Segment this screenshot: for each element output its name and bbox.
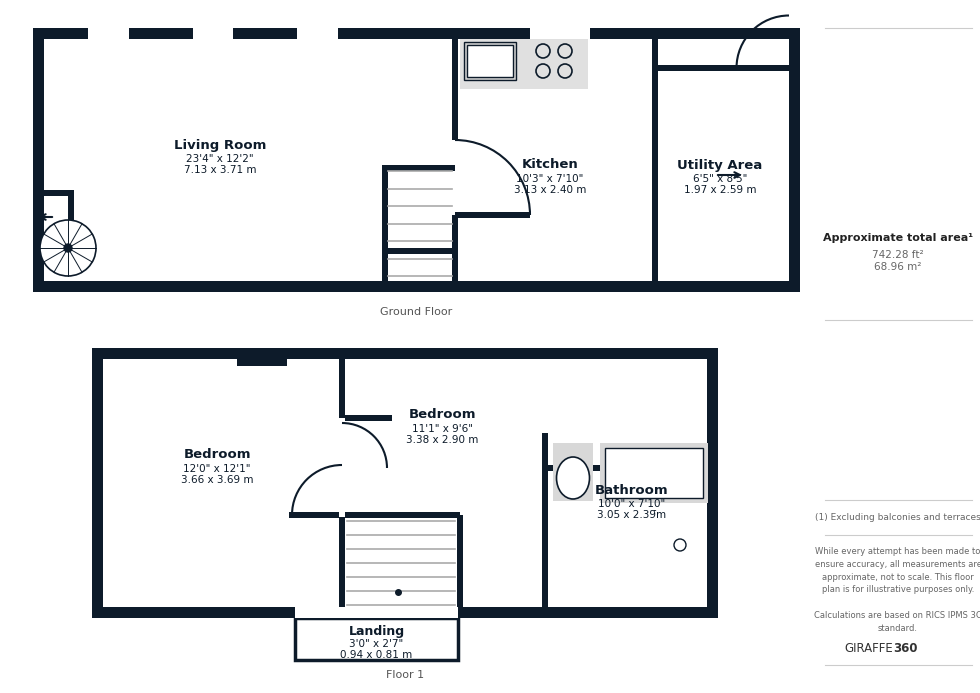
Bar bbox=[289, 512, 342, 518]
Bar bbox=[129, 28, 193, 39]
Wedge shape bbox=[40, 220, 96, 276]
Bar bbox=[33, 28, 800, 292]
Bar bbox=[92, 348, 718, 618]
Bar bbox=[467, 45, 513, 77]
Bar bbox=[342, 512, 460, 518]
Text: 11'1" x 9'6": 11'1" x 9'6" bbox=[412, 424, 472, 434]
Bar bbox=[455, 28, 530, 39]
Text: Bedroom: Bedroom bbox=[409, 408, 475, 421]
Text: Floor 1: Floor 1 bbox=[386, 670, 424, 680]
Bar bbox=[655, 28, 800, 39]
Bar bbox=[590, 28, 655, 39]
Text: 3.05 x 2.39̅m: 3.05 x 2.39̅m bbox=[598, 510, 666, 520]
Text: Approximate total area¹: Approximate total area¹ bbox=[823, 233, 973, 243]
Bar bbox=[385, 248, 455, 254]
Text: 0.94 x 0.81 m: 0.94 x 0.81 m bbox=[340, 650, 413, 660]
Text: 360: 360 bbox=[893, 642, 917, 654]
Bar bbox=[452, 215, 458, 292]
Bar bbox=[553, 443, 593, 501]
Bar bbox=[789, 28, 800, 292]
Bar bbox=[339, 348, 345, 618]
Text: While every attempt has been made to
ensure accuracy, all measurements are
appro: While every attempt has been made to ens… bbox=[814, 547, 980, 633]
Text: (1) Excluding balconies and terraces: (1) Excluding balconies and terraces bbox=[815, 514, 980, 523]
Text: Utility Area: Utility Area bbox=[677, 159, 762, 171]
Text: 68.96 m²: 68.96 m² bbox=[874, 262, 921, 272]
Bar bbox=[457, 515, 463, 618]
Bar bbox=[287, 348, 718, 359]
Bar bbox=[382, 165, 388, 292]
Bar bbox=[545, 465, 707, 471]
Bar bbox=[295, 607, 458, 618]
Ellipse shape bbox=[557, 457, 590, 499]
Bar bbox=[464, 42, 516, 80]
Bar bbox=[233, 28, 297, 39]
Bar bbox=[342, 415, 392, 421]
Bar bbox=[68, 190, 74, 245]
Bar bbox=[33, 281, 800, 292]
Text: 12'0" x 12'1": 12'0" x 12'1" bbox=[183, 464, 251, 474]
Bar bbox=[460, 39, 588, 89]
Text: 3'0" x 2'7": 3'0" x 2'7" bbox=[350, 639, 404, 649]
Text: 1.97 x 2.59 m: 1.97 x 2.59 m bbox=[684, 185, 757, 195]
Text: Ground Floor: Ground Floor bbox=[380, 307, 453, 317]
Bar bbox=[295, 618, 458, 660]
Text: GIRAFFE: GIRAFFE bbox=[844, 642, 893, 654]
Bar bbox=[92, 607, 718, 618]
Text: 742.28 ft²: 742.28 ft² bbox=[872, 250, 924, 260]
Bar bbox=[652, 28, 658, 292]
Bar bbox=[600, 443, 708, 503]
Bar bbox=[385, 165, 455, 171]
Bar bbox=[452, 28, 458, 140]
Text: 6'5" x 8'5": 6'5" x 8'5" bbox=[693, 174, 747, 184]
Bar bbox=[339, 465, 345, 517]
Bar bbox=[655, 65, 789, 71]
Bar bbox=[605, 448, 703, 498]
Bar bbox=[33, 245, 71, 251]
Text: 7.13 x 3.71 m: 7.13 x 3.71 m bbox=[184, 165, 256, 175]
Text: Bedroom: Bedroom bbox=[183, 448, 251, 462]
Text: Landing: Landing bbox=[349, 624, 405, 638]
Text: 10'0" x 7'10": 10'0" x 7'10" bbox=[599, 499, 665, 509]
Circle shape bbox=[64, 244, 72, 252]
Text: 3.13 x 2.40 m: 3.13 x 2.40 m bbox=[514, 185, 586, 195]
Bar bbox=[339, 418, 345, 470]
Bar bbox=[33, 28, 88, 39]
Bar bbox=[338, 28, 455, 39]
Bar bbox=[33, 28, 44, 292]
Bar bbox=[237, 348, 287, 366]
Text: 10'3" x 7'10": 10'3" x 7'10" bbox=[516, 174, 584, 184]
Bar bbox=[455, 212, 530, 218]
Text: 23'4" x 12'2": 23'4" x 12'2" bbox=[186, 154, 254, 164]
Text: Living Room: Living Room bbox=[173, 139, 267, 152]
Bar bbox=[92, 348, 237, 359]
Text: Kitchen: Kitchen bbox=[521, 159, 578, 171]
Bar bbox=[707, 348, 718, 618]
Bar bbox=[542, 433, 548, 618]
Text: 3.66 x 3.69 m: 3.66 x 3.69 m bbox=[180, 475, 253, 485]
Text: 3.38 x 2.90 m: 3.38 x 2.90 m bbox=[406, 435, 478, 445]
Text: Bathroom: Bathroom bbox=[595, 484, 668, 496]
Bar bbox=[92, 348, 103, 618]
Bar bbox=[33, 190, 71, 196]
